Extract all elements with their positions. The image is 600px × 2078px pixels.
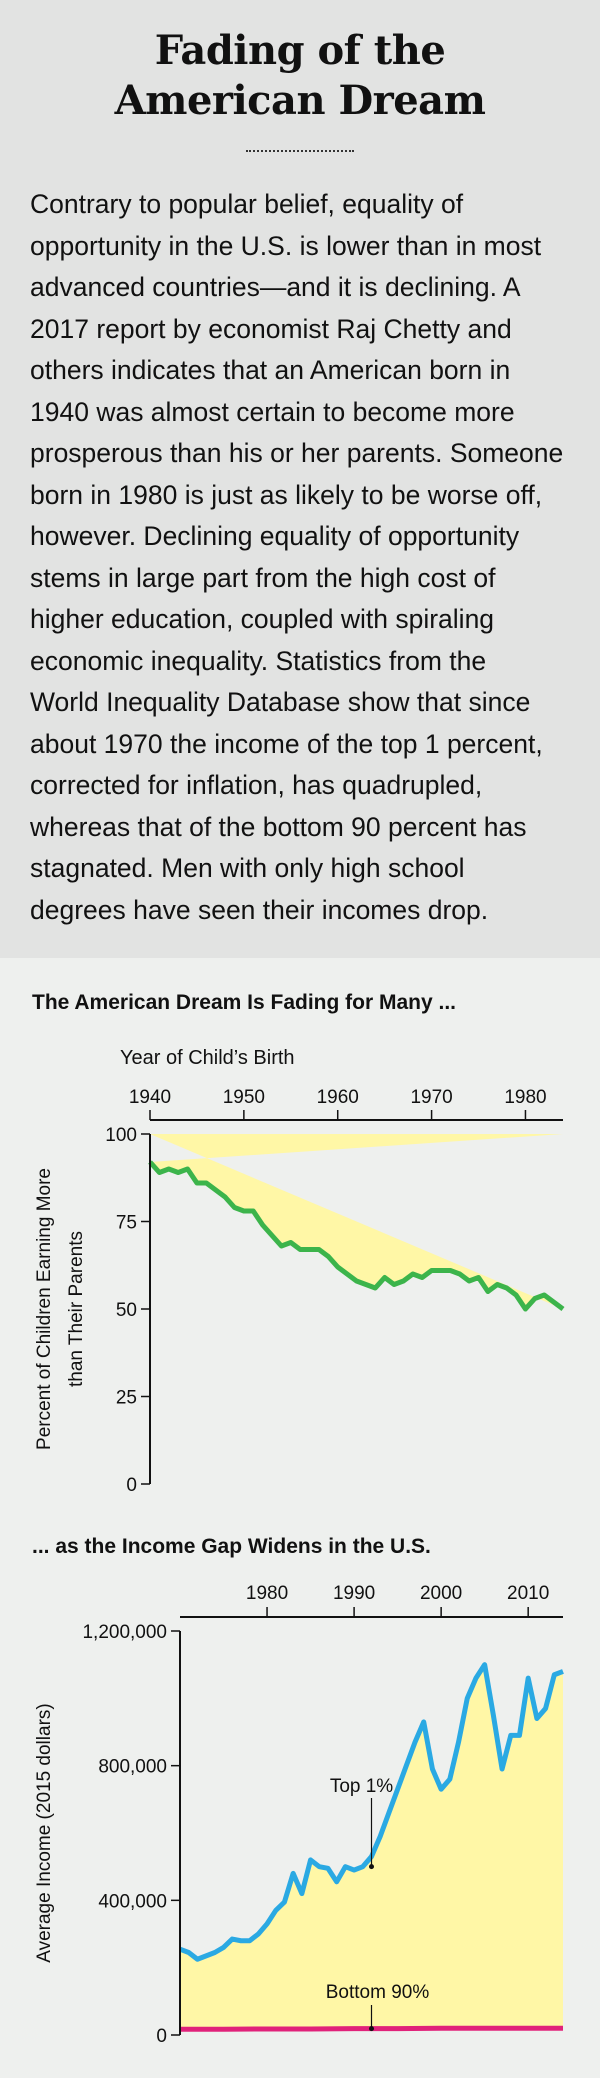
body-line: prosperous than his or her parents. Some…: [30, 438, 564, 468]
body-line: others indicates that an American born i…: [30, 355, 511, 385]
chart1-title: The American Dream Is Fading for Many ..…: [32, 991, 456, 1014]
body-line: whereas that of the bottom 90 percent ha…: [30, 811, 527, 842]
chart2-y-tick-label: 800,000: [98, 1757, 167, 1778]
body-line: born in 1980 is just as likely to be wor…: [30, 479, 543, 510]
chart2-title: ... as the Income Gap Widens in the U.S.: [32, 1535, 431, 1558]
chart2-top1-marker: [369, 1864, 374, 1870]
chart2-line-bottom90: [180, 2025, 563, 2032]
chart2-top1-label: Top 1%: [330, 1776, 393, 1797]
chart1-y-label: than Their Parents: [66, 1231, 87, 1387]
body-line: however. Declining equality of opportuni…: [30, 521, 520, 551]
chart2-y-label: Average Income (2015 dollars): [34, 1703, 55, 1962]
body-line: Contrary to popular belief, equality of: [30, 189, 464, 219]
chart2-bottom90-marker: [369, 2026, 374, 2032]
body-line: corrected for inflation, has quadrupled,: [30, 770, 483, 800]
body-line: opportunity in the U.S. is lower than in…: [30, 230, 542, 261]
body-line: higher education, coupled with spiraling: [30, 604, 495, 634]
chart1-area-fill: [150, 1134, 563, 1309]
title-divider: [246, 150, 354, 152]
body-line: economic inequality. Statistics from the: [30, 645, 487, 676]
chart2-area-fill: [180, 1631, 563, 2030]
body-line: 1940 was almost certain to become more: [30, 396, 515, 427]
chart2-y-tick-label: 0: [156, 2026, 167, 2047]
title-line: Fading of the: [154, 27, 446, 74]
chart1-x-tick-label: 1980: [504, 1087, 546, 1108]
body-line: degrees have seen their incomes drop.: [30, 894, 489, 925]
chart1-x-label: Year of Child’s Birth: [120, 1047, 295, 1069]
chart2-bottom90-label: Bottom 90%: [326, 1982, 430, 2003]
body-line: about 1970 the income of the top 1 perce…: [30, 728, 543, 759]
chart2-x-tick-label: 2000: [420, 1583, 462, 1604]
chart1-y-tick-label: 25: [116, 1388, 137, 1409]
chart2-x-tick-label: 2010: [507, 1583, 549, 1604]
chart1: 1940 1950 1960 1970 1980 Year of Child’s Birt…: [34, 1047, 565, 1496]
body-line: stagnated. Men with only high school: [30, 853, 465, 883]
title-line: American Dream: [114, 77, 486, 124]
chart2-y-tick-label: 1,200,000: [82, 1622, 167, 1643]
chart2-x-tick-label: 1980: [246, 1583, 288, 1604]
body-line: 2017 report by economist Raj Chetty and: [30, 313, 512, 344]
chart1-y-tick-label: 50: [116, 1300, 137, 1321]
intro-panel: Fading of the American Dream Contrary to…: [0, 0, 600, 958]
chart1-y-tick-label: 75: [116, 1213, 137, 1234]
intro-paragraph: Contrary to popular belief, equality of o…: [30, 184, 580, 931]
chart2: Top 1% Bottom 90% 1980 1990 2000 2010 0 400,000…: [34, 1583, 564, 2047]
chart2-x-tick-label: 1990: [333, 1583, 375, 1604]
chart1-line: [148, 1160, 565, 1312]
chart1-x-tick-label: 1970: [410, 1087, 452, 1108]
chart1-x-tick-label: 1950: [223, 1087, 265, 1108]
page-title: Fading of the American Dream: [0, 26, 600, 126]
chart1-x-tick-label: 1960: [317, 1087, 359, 1108]
chart1-y-tick-label: 100: [105, 1125, 137, 1146]
chart2-y-tick-label: 400,000: [98, 1891, 167, 1912]
body-line: stems in large part from the high cost o…: [30, 562, 496, 593]
chart1-y-tick-label: 0: [126, 1475, 137, 1496]
body-line: World Inequality Database show that sinc…: [30, 687, 531, 717]
chart1-x-tick-label: 1940: [129, 1087, 171, 1108]
body-line: advanced countries—and it is declining. …: [30, 272, 521, 302]
chart1-y-label: Percent of Children Earning More: [34, 1168, 55, 1450]
